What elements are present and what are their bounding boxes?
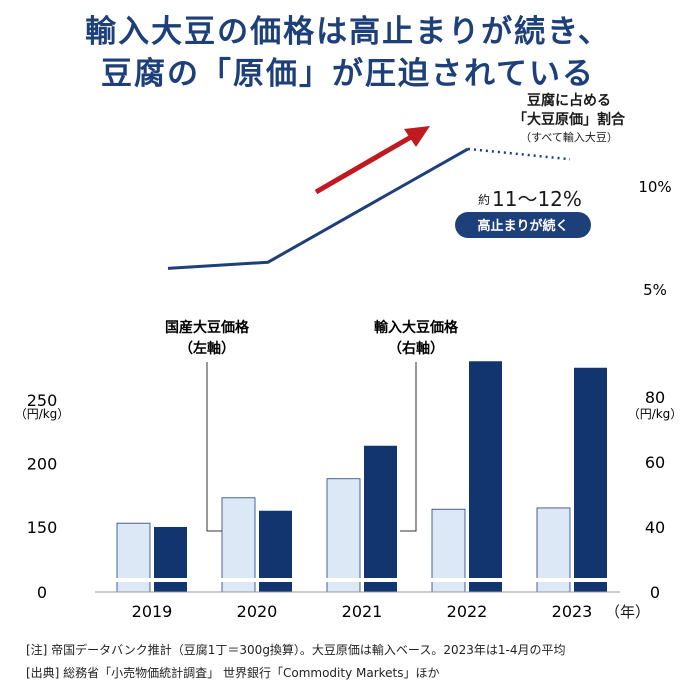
legend-imported-leader [400,362,417,532]
line-label-2: 「大豆原価」割合 [513,111,626,128]
status-badge: 高止まりが続く [477,218,568,234]
ratio-line [167,147,469,270]
percent-axis-tick: 5% [643,281,667,299]
legend-domestic-axis: （左軸） [179,340,235,357]
legend-domestic: 国産大豆価格 [165,319,250,336]
bar-domestic [221,497,256,593]
trend-arrow-head [404,126,430,147]
bar-imported [364,445,397,592]
percent-axis-tick: 10% [638,178,671,196]
right-axis-tick: 60 [645,453,665,472]
range-prefix: 約 [478,192,490,207]
axis-break [326,578,398,582]
left-axis-unit: （円/kg） [15,407,70,421]
trend-arrow-shaft [314,130,420,195]
right-axis-tick: 0 [650,583,660,602]
bar-imported [154,527,187,592]
x-axis-label: 2020 [237,602,278,621]
axis-break [116,578,188,582]
range-value: 11〜12% [492,187,582,211]
title-line-2: 豆腐の「原価」が圧迫されている [100,56,596,92]
x-axis-label: 2022 [447,602,488,621]
legend-domestic-leader [206,362,223,532]
axis-break [221,578,293,582]
x-axis-label: 2019 [132,602,173,621]
x-axis-unit: （年） [605,603,650,621]
left-axis-tick: 200 [27,455,58,474]
legend-imported-axis: （右軸） [388,340,444,357]
right-axis-unit: （円/kg） [628,407,683,421]
left-axis-tick: 250 [27,391,58,410]
bar-imported [574,367,607,592]
left-axis-tick: 0 [37,583,47,602]
status-badge-bg [455,212,591,238]
bar-imported [469,361,502,592]
bar-domestic [326,478,361,593]
footnote: [注] 帝国データバンク推計（豆腐1丁＝300g換算）。大豆原価は輸入ベース。2… [26,643,566,657]
source-note: [出典] 総務省「小売物価統計調査」 世界銀行「Commodity Market… [26,666,440,680]
axis-break [536,578,608,582]
axis-break [431,578,503,582]
title-line-1: 輸入大豆の価格は高止まりが続き、 [85,14,611,50]
line-label-1: 豆腐に占める [527,92,611,109]
left-axis-tick: 150 [27,518,58,537]
x-axis-label: 2021 [342,602,383,621]
x-axis-label: 2023 [552,602,593,621]
right-axis-tick: 40 [645,518,665,537]
right-axis-tick: 80 [645,388,665,407]
ratio-line-projection [467,147,571,161]
legend-imported: 輸入大豆価格 [374,319,459,336]
line-label-3: （すべて輸入大豆） [520,130,618,144]
